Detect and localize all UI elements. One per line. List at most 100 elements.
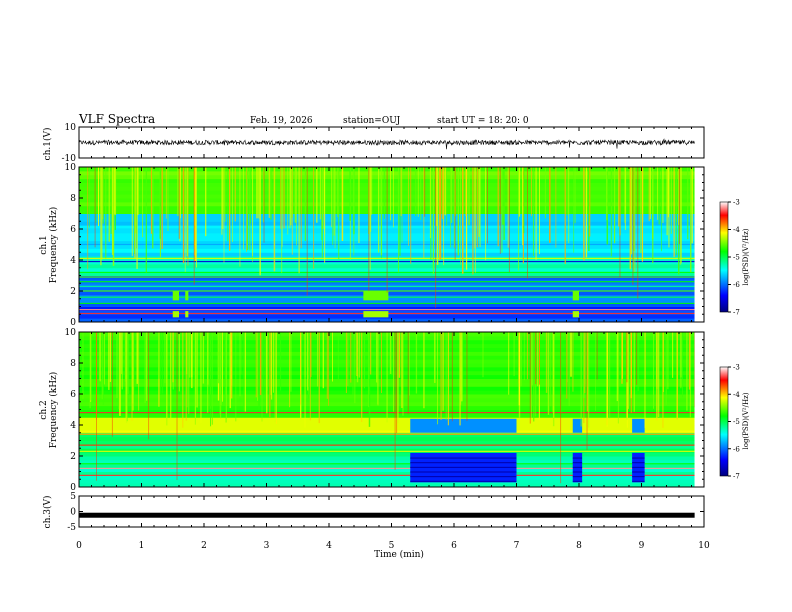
sferic-streak: [222, 167, 224, 229]
sferic-streak: [280, 167, 282, 229]
sferic-streak: [185, 332, 187, 421]
sferic-streak: [670, 167, 672, 234]
sferic-streak: [628, 332, 629, 409]
sferic-streak: [116, 332, 118, 399]
sferic-streak: [440, 167, 442, 260]
x-tick-label: 5: [389, 541, 395, 551]
spectral-line: [79, 302, 695, 304]
sferic-streak: [447, 332, 449, 426]
sferic-streak: [531, 332, 534, 386]
sferic-streak: [523, 167, 525, 234]
sferic-streak: [532, 167, 534, 256]
strong-sferic: [178, 167, 180, 239]
sferic-streak: [680, 167, 682, 264]
sferic-streak: [82, 332, 84, 399]
spectral-line: [79, 474, 695, 476]
strong-sferic: [508, 167, 510, 273]
sferic-streak: [333, 167, 335, 236]
sferic-streak: [358, 167, 360, 244]
sferic-streak: [257, 332, 259, 401]
sferic-streak: [307, 332, 309, 391]
strong-sferic: [111, 332, 113, 437]
sferic-streak: [200, 332, 202, 423]
quiet-line: [410, 471, 517, 473]
sferic-streak: [109, 332, 112, 382]
burst: [363, 311, 389, 318]
sferic-streak: [229, 332, 231, 409]
sferic-streak: [161, 167, 163, 249]
sferic-streak: [239, 167, 241, 267]
strong-sferic: [451, 332, 453, 422]
sferic-streak: [105, 167, 107, 259]
sferic-streak: [267, 332, 269, 391]
strong-sferic: [368, 167, 370, 292]
sferic-streak: [587, 332, 590, 428]
y-tick-label: 8: [70, 194, 76, 204]
sferic-streak: [676, 332, 678, 420]
sferic-streak: [518, 332, 521, 406]
frequency-band: [79, 467, 695, 472]
sferic-streak: [626, 332, 628, 428]
sferic-streak: [125, 332, 127, 419]
ch1-spectrogram-panel: 0 2 4 6 8 10: [65, 163, 705, 328]
sferic-streak: [657, 167, 659, 220]
sferic-streak: [585, 167, 588, 258]
sferic-streak: [618, 167, 620, 227]
sferic-streak: [444, 167, 446, 216]
sferic-streak: [326, 332, 329, 399]
strong-sferic: [394, 332, 396, 470]
quiet-line: [572, 462, 583, 464]
x-tick-label: 10: [698, 541, 710, 551]
sferic-streak: [502, 167, 504, 225]
sferic-streak: [133, 332, 135, 402]
spectrogram-image: [79, 332, 704, 488]
sferic-streak: [368, 332, 371, 427]
frequency-band: [79, 483, 695, 488]
ch1-waveform-panel: 10 -10: [62, 123, 705, 164]
sferic-streak: [640, 167, 642, 254]
sferic-streak: [223, 167, 225, 263]
sferic-streak: [439, 167, 440, 261]
ch1-spectrogram-label-line1: ch.1: [39, 235, 49, 254]
sferic-streak: [136, 332, 138, 384]
sferic-streak: [610, 167, 613, 257]
sferic-streak: [118, 332, 120, 410]
sferic-streak: [616, 332, 618, 402]
spectral-line: [79, 430, 695, 432]
sferic-streak: [605, 167, 608, 221]
y-tick-label: 2: [70, 452, 76, 462]
sferic-streak: [232, 167, 233, 243]
sferic-streak: [583, 332, 585, 399]
ch1-voltage-label: ch.1(V): [42, 128, 53, 161]
sferic-streak: [686, 332, 688, 411]
sferic-streak: [102, 332, 105, 405]
sferic-streak: [304, 332, 306, 428]
x-tick-label: 0: [76, 541, 82, 551]
sferic-streak: [99, 332, 101, 382]
sferic-streak: [196, 332, 198, 408]
sferic-streak: [672, 332, 674, 378]
colorbar-tick-label: -4: [733, 226, 740, 234]
strong-sferic: [396, 332, 398, 434]
strong-sferic: [148, 332, 150, 440]
y-tick-label: 6: [70, 225, 76, 235]
sferic-streak: [608, 332, 611, 419]
strong-sferic: [193, 167, 195, 285]
sferic-streak: [271, 332, 273, 400]
sferic-streak: [159, 332, 162, 395]
sferic-streak: [390, 167, 392, 221]
frequency-band: [79, 471, 695, 476]
strong-sferic: [637, 167, 639, 299]
sferic-streak: [370, 167, 372, 232]
sferic-streak: [409, 332, 410, 396]
x-tick-label: 2: [201, 541, 207, 551]
sferic-streak: [142, 167, 144, 238]
no-data-region: [694, 167, 704, 322]
sferic-streak: [648, 167, 651, 222]
y-tick-label: 0: [70, 318, 76, 328]
x-tick-label: 8: [576, 541, 582, 551]
ch2-colorbar-scale: [719, 366, 729, 477]
sferic-streak: [289, 332, 291, 408]
strong-sferic: [386, 167, 388, 293]
quiet-line: [572, 466, 583, 468]
